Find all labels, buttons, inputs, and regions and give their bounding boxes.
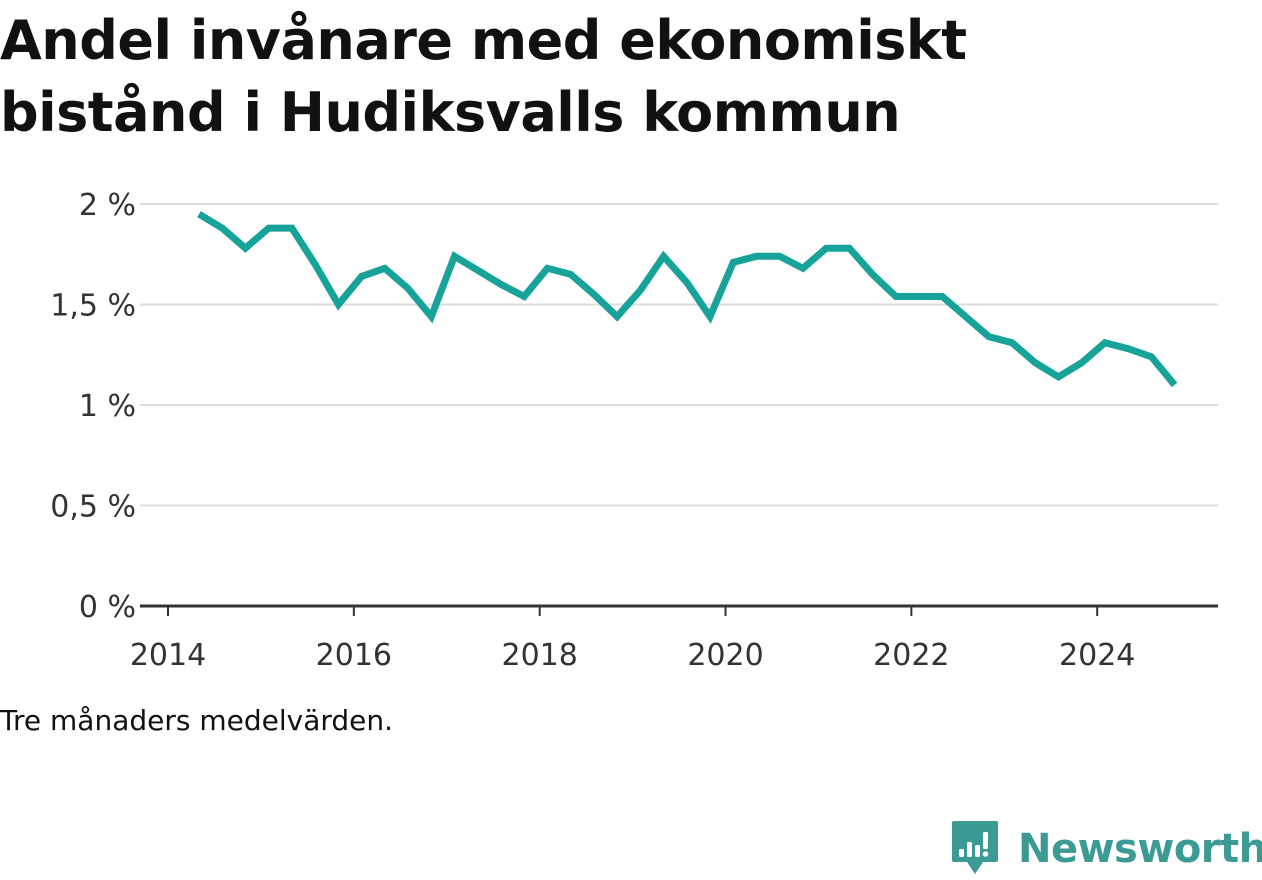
x-tick-label: 2022 bbox=[873, 638, 949, 673]
grid-lines bbox=[140, 203, 1218, 507]
y-tick-label: 0 % bbox=[79, 590, 136, 625]
series-layer bbox=[197, 211, 1178, 388]
chart-title-line-1: Andel invånare med ekonomiskt bbox=[0, 9, 967, 72]
brand-logo: Newsworthy bbox=[950, 818, 1262, 880]
x-tick-label: 2014 bbox=[130, 638, 206, 673]
y-axis-labels: 0 % 0,5 % 1 % 1,5 % 2 % bbox=[50, 188, 136, 625]
x-tick-label: 2020 bbox=[687, 638, 763, 673]
x-tick-label: 2024 bbox=[1059, 638, 1135, 673]
newsworthy-logo-icon bbox=[952, 821, 998, 874]
y-tick-label: 1,5 % bbox=[50, 289, 136, 324]
series-line bbox=[197, 211, 1178, 388]
brand-name: Newsworthy bbox=[1018, 826, 1262, 872]
x-tick-label: 2018 bbox=[502, 638, 578, 673]
y-tick-label: 0,5 % bbox=[50, 490, 136, 525]
line-chart: 0 % 0,5 % 1 % 1,5 % 2 % 2014 2016 2018 2020 2022… bbox=[50, 188, 1218, 673]
chart-note: Tre månaders medelvärden. bbox=[0, 704, 394, 737]
chart-title-line-2: bistånd i Hudiksvalls kommun bbox=[0, 81, 901, 144]
y-tick-label: 1 % bbox=[79, 389, 136, 424]
y-tick-label: 2 % bbox=[79, 188, 136, 223]
x-tick-label: 2016 bbox=[316, 638, 392, 673]
x-axis: 2014 2016 2018 2020 2022 2024 bbox=[130, 604, 1218, 673]
